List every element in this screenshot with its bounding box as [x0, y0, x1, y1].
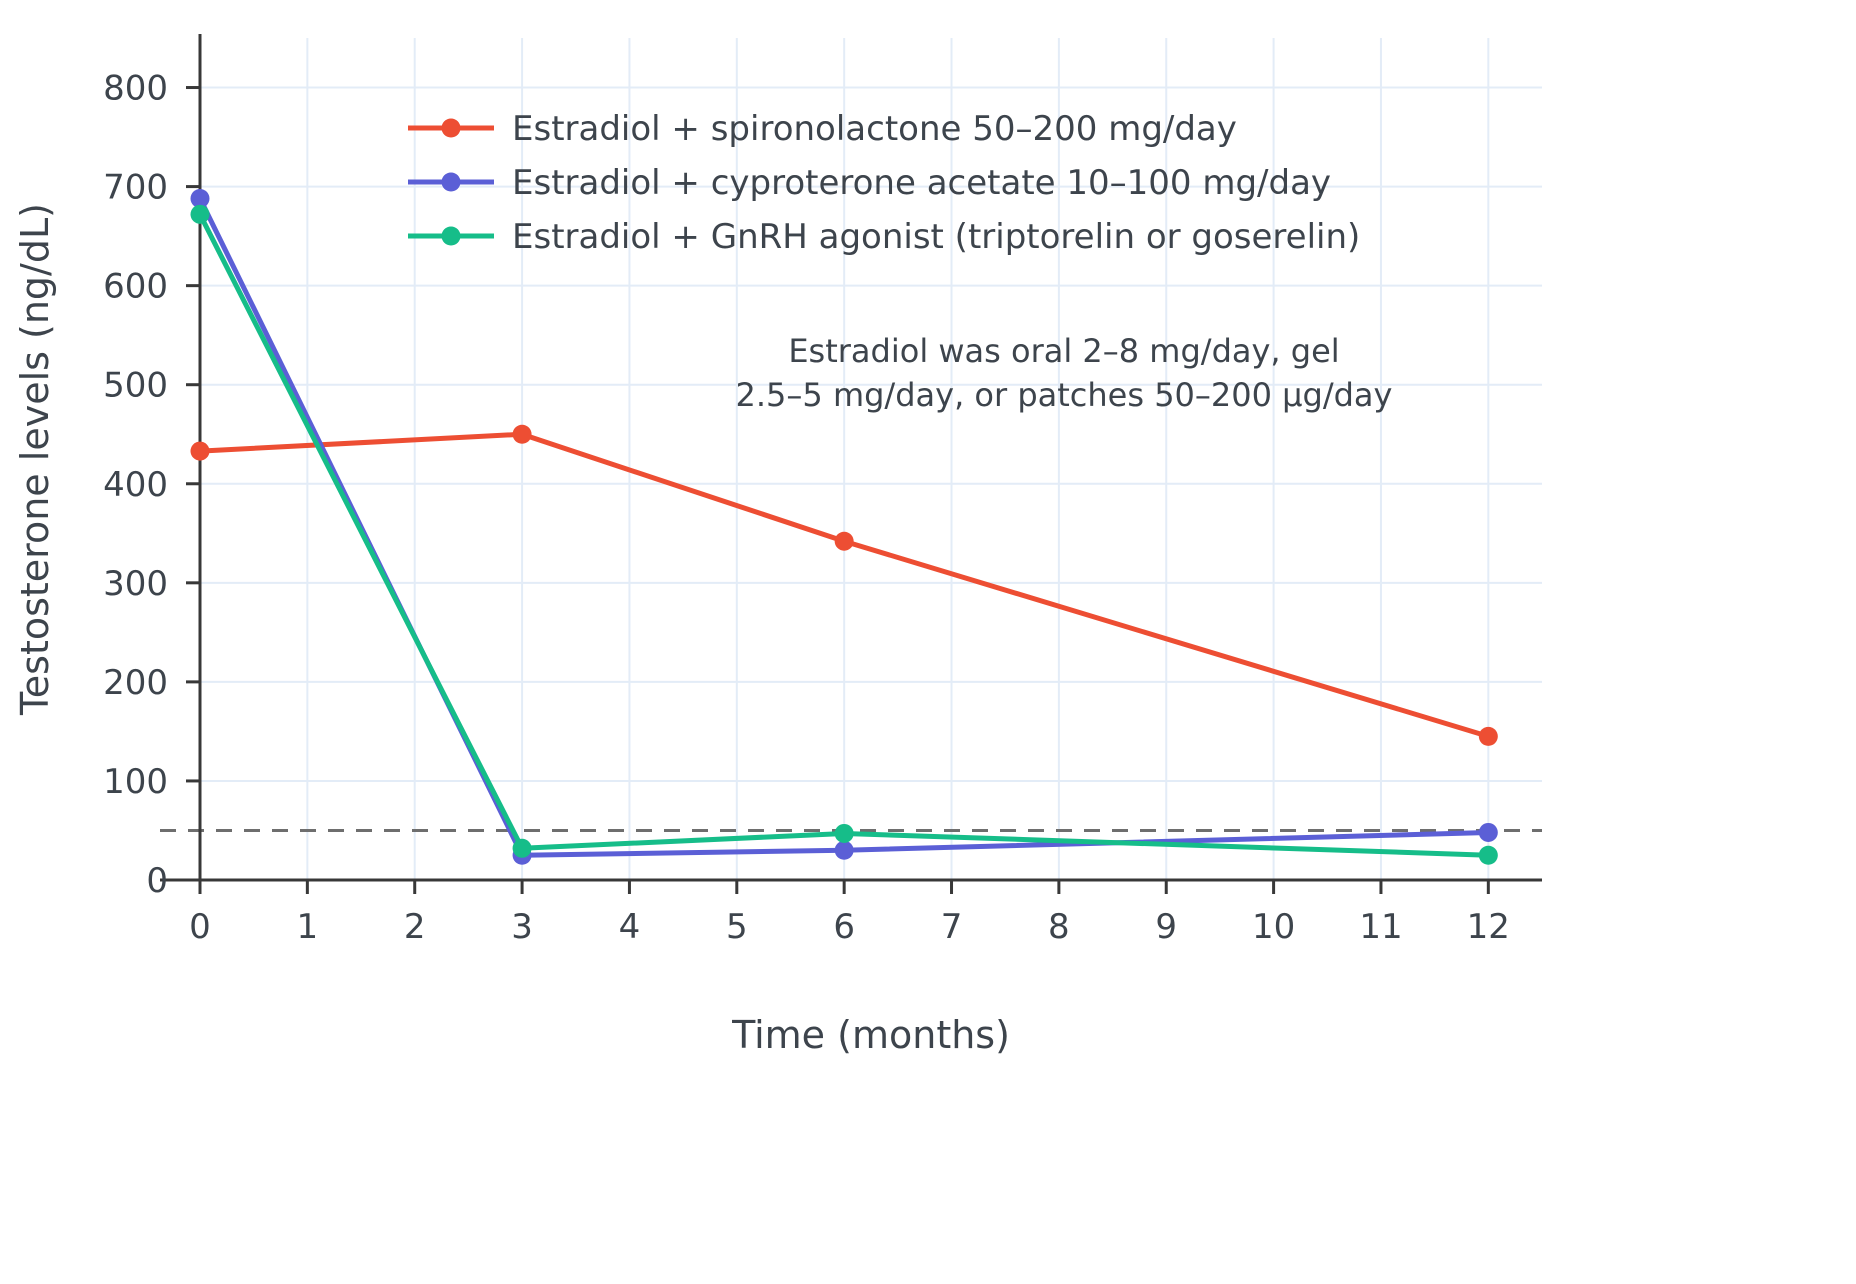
legend-swatch-marker	[441, 226, 461, 246]
legend-item: Estradiol + spironolactone 50–200 mg/day	[408, 109, 1237, 149]
x-tick-label: 0	[189, 907, 211, 947]
series-marker	[834, 823, 854, 843]
series-marker	[190, 188, 210, 208]
legend-item: Estradiol + GnRH agonist (triptorelin or…	[408, 217, 1360, 257]
series-line-2	[197, 211, 1491, 858]
series-marker	[1478, 726, 1498, 746]
x-tick-label: 7	[941, 907, 963, 947]
y-tick-label: 500	[103, 366, 168, 406]
series-marker	[190, 441, 210, 461]
legend-label: Estradiol + spironolactone 50–200 mg/day	[512, 109, 1237, 149]
x-tick-label: 11	[1359, 907, 1402, 947]
legend-swatch-marker	[441, 172, 461, 192]
y-tick-label: 400	[103, 465, 168, 505]
y-axis-title: Testosterone levels (ng/dL)	[13, 203, 57, 716]
x-tick-label: 4	[619, 907, 641, 947]
legend-item: Estradiol + cyproterone acetate 10–100 m…	[408, 163, 1331, 203]
x-tick-label: 1	[297, 907, 319, 947]
series-marker	[834, 531, 854, 551]
y-tick-label: 800	[103, 69, 168, 109]
x-tick-label: 5	[726, 907, 748, 947]
y-tick-label: 200	[103, 663, 168, 703]
annotation-line: 2.5–5 mg/day, or patches 50–200 µg/day	[736, 376, 1393, 414]
series-marker	[512, 424, 532, 444]
legend-swatch-marker	[441, 118, 461, 138]
series-marker	[1478, 845, 1498, 865]
legend-label: Estradiol + cyproterone acetate 10–100 m…	[512, 163, 1331, 203]
x-tick-label: 10	[1252, 907, 1295, 947]
series-marker	[1478, 822, 1498, 842]
x-tick-label: 12	[1467, 907, 1510, 947]
series-line-0	[197, 431, 1491, 739]
series-marker	[512, 838, 532, 858]
x-tick-label: 3	[511, 907, 533, 947]
y-tick-label: 100	[103, 762, 168, 802]
legend-label: Estradiol + GnRH agonist (triptorelin or…	[512, 217, 1360, 257]
series-marker	[834, 840, 854, 860]
x-tick-label: 9	[1155, 907, 1177, 947]
y-tick-label: 700	[103, 168, 168, 208]
y-tick-label: 300	[103, 564, 168, 604]
x-axis-title: Time (months)	[731, 1013, 1010, 1057]
series-marker	[190, 204, 210, 224]
x-tick-label: 6	[833, 907, 855, 947]
y-tick-label: 600	[103, 267, 168, 307]
x-tick-label: 2	[404, 907, 426, 947]
annotation-line: Estradiol was oral 2–8 mg/day, gel	[788, 332, 1339, 370]
y-tick-label: 0	[146, 861, 168, 901]
x-tick-label: 8	[1048, 907, 1070, 947]
